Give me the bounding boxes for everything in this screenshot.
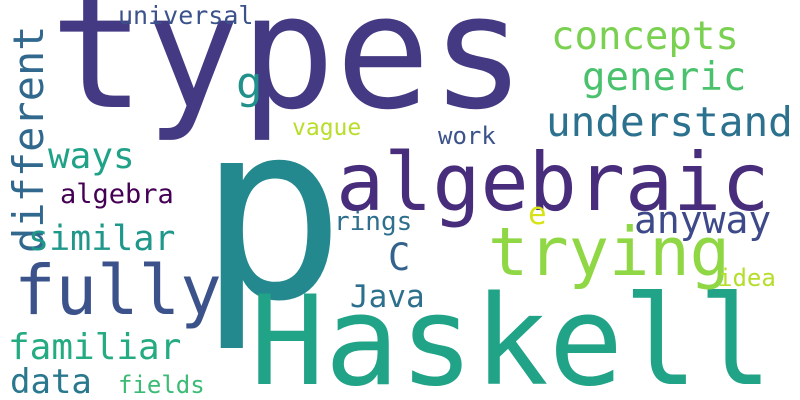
- word-java: Java: [350, 279, 425, 315]
- word-universal: universal: [118, 1, 254, 30]
- word-trying: trying: [488, 213, 731, 291]
- word-idea: idea: [718, 264, 776, 292]
- word-types: types: [50, 0, 526, 145]
- word-e: e: [528, 196, 547, 232]
- word-algebraic: algebraic: [336, 136, 770, 229]
- word-fields: fields: [118, 371, 205, 399]
- word-g: g: [236, 58, 263, 109]
- word-similar: similar: [28, 219, 176, 259]
- word-data: data: [10, 362, 92, 400]
- word-work: work: [438, 122, 496, 150]
- word-familiar: familiar: [8, 327, 182, 368]
- word-concepts: concepts: [551, 14, 739, 59]
- word-ways: ways: [48, 136, 135, 177]
- word-understand: understand: [546, 98, 793, 146]
- word-generic: generic: [582, 55, 747, 100]
- word-haskell: Haskell: [250, 270, 773, 400]
- word-algebra: algebra: [60, 179, 174, 210]
- word-anyway: anyway: [634, 198, 772, 242]
- word-fully: fully: [14, 251, 222, 331]
- word-c: C: [388, 236, 411, 279]
- word-rings: rings: [334, 207, 413, 237]
- word-vague: vague: [292, 115, 362, 141]
- word-p: p: [198, 70, 346, 355]
